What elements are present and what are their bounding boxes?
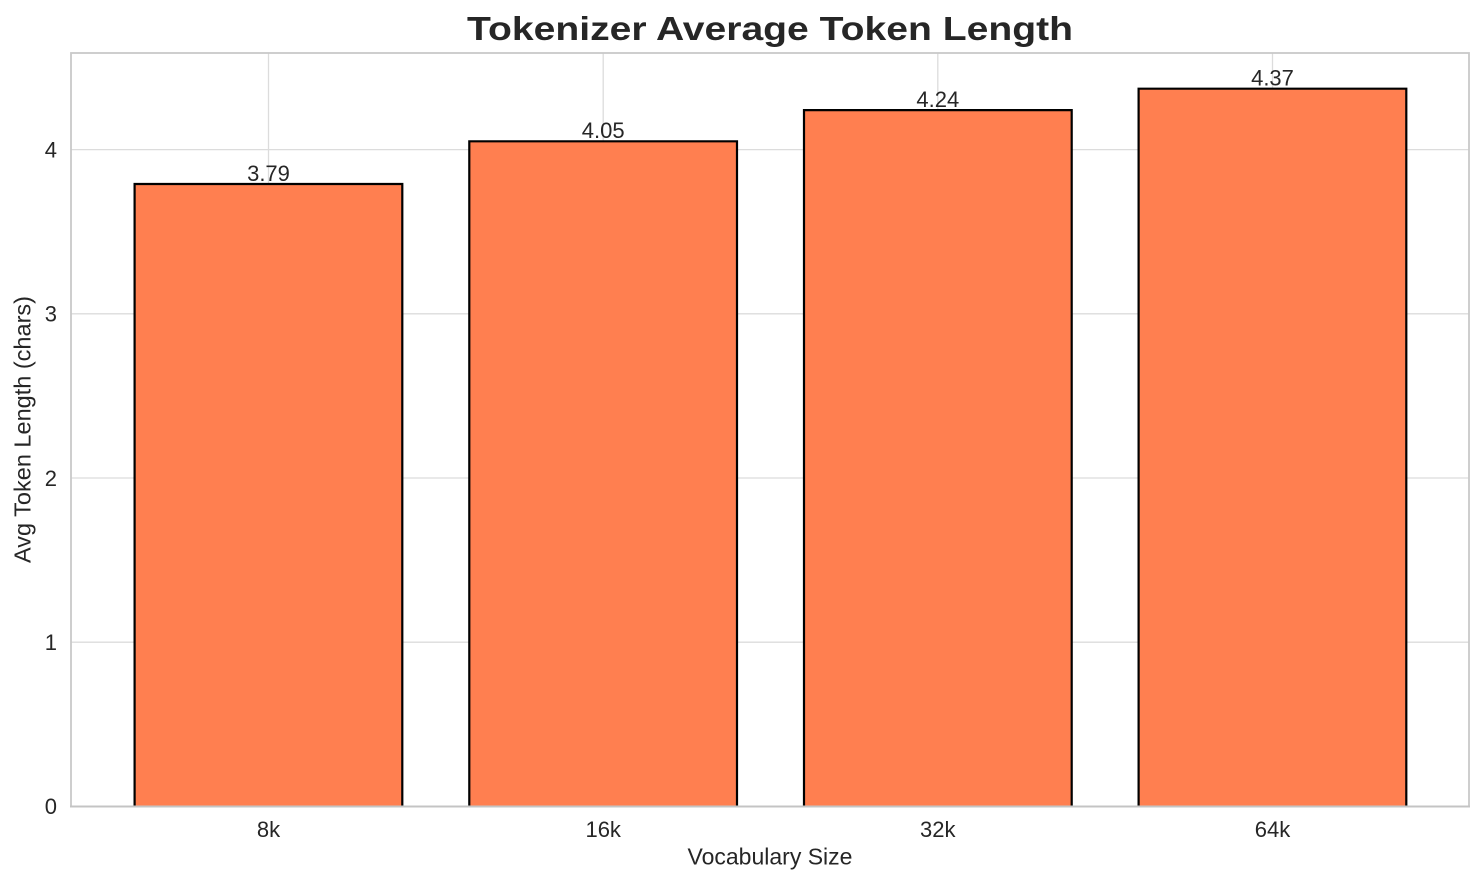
svg-text:4: 4 [45,137,57,162]
svg-text:32k: 32k [920,817,956,842]
svg-text:Vocabulary Size: Vocabulary Size [688,844,853,870]
svg-text:Tokenizer Average Token Length: Tokenizer Average Token Length [467,10,1073,47]
svg-text:4.24: 4.24 [916,87,959,112]
svg-text:3.79: 3.79 [247,161,290,186]
svg-text:4.05: 4.05 [582,118,625,143]
svg-text:0: 0 [45,794,57,819]
svg-text:8k: 8k [257,817,281,842]
svg-text:16k: 16k [585,817,621,842]
svg-text:Avg Token Length (chars): Avg Token Length (chars) [10,296,36,563]
svg-text:4.37: 4.37 [1251,66,1294,91]
svg-text:2: 2 [45,466,57,491]
svg-text:3: 3 [45,302,57,327]
svg-text:1: 1 [45,630,57,655]
svg-text:64k: 64k [1255,817,1291,842]
